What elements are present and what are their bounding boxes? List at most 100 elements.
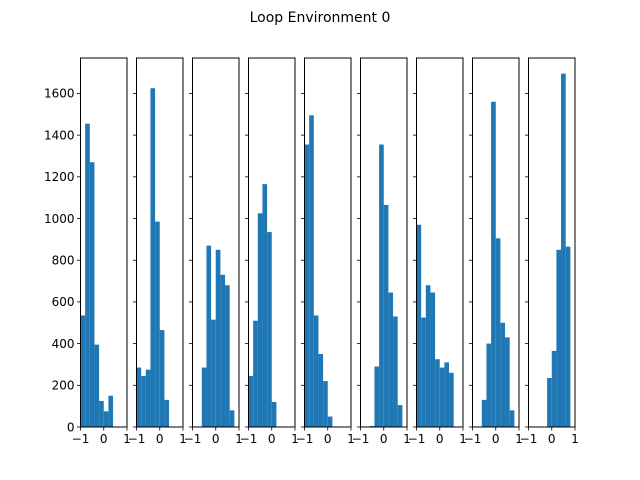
histogram-bar-8-5 bbox=[500, 322, 506, 427]
histogram-bar-4-5 bbox=[267, 232, 272, 427]
y-tick-label: 600 bbox=[52, 295, 75, 309]
y-tick-label: 1400 bbox=[44, 128, 75, 142]
histogram-bar-7-7 bbox=[444, 362, 450, 427]
x-tick-label: 1 bbox=[403, 432, 411, 446]
histogram-bar-4-1 bbox=[248, 375, 254, 427]
x-tick-label: 0 bbox=[268, 432, 276, 446]
histogram-bar-7-2 bbox=[421, 317, 426, 427]
x-tick-label: −1 bbox=[128, 432, 146, 446]
histogram-bar-5-6 bbox=[327, 416, 333, 427]
histogram-bar-6-2 bbox=[374, 366, 380, 427]
histogram-bar-7-8 bbox=[449, 372, 454, 427]
subplot-8: −1 0 1 bbox=[464, 57, 523, 446]
histogram-bar-6-4 bbox=[383, 204, 389, 427]
histogram-bar-4-6 bbox=[271, 401, 277, 427]
histogram-bar-8-1 bbox=[481, 399, 487, 427]
histogram-bar-8-2 bbox=[486, 343, 492, 427]
x-tick-label: 1 bbox=[291, 432, 299, 446]
histogram-bar-5-3 bbox=[313, 315, 319, 427]
histogram-bar-3-1 bbox=[201, 367, 207, 427]
x-tick-label: 1 bbox=[571, 432, 579, 446]
x-tick-label: −1 bbox=[72, 432, 90, 446]
histogram-bar-3-3 bbox=[211, 319, 216, 427]
histogram-bar-1-1 bbox=[80, 315, 86, 427]
x-tick-label: 0 bbox=[436, 432, 444, 446]
figure-title: Loop Environment 0 bbox=[250, 10, 391, 26]
x-tick-label: −1 bbox=[464, 432, 482, 446]
y-tick-label: 800 bbox=[52, 254, 75, 268]
y-tick-label: 1000 bbox=[44, 212, 75, 226]
subplot-5: −1 0 1 bbox=[296, 57, 355, 446]
histogram-bar-7-5 bbox=[435, 359, 440, 427]
y-tick-label: 200 bbox=[52, 379, 75, 393]
histogram-bar-2-1 bbox=[136, 367, 142, 427]
x-tick-label: −1 bbox=[184, 432, 202, 446]
histogram-bar-2-6 bbox=[159, 330, 165, 427]
subplot-2: −1 0 1 bbox=[128, 57, 187, 446]
histogram-bar-3-7 bbox=[229, 410, 235, 427]
histogram-bar-6-7 bbox=[397, 405, 403, 427]
histogram-bar-3-4 bbox=[215, 249, 221, 427]
y-tick-label: 0 bbox=[67, 420, 75, 434]
histogram-bar-6-5 bbox=[388, 292, 394, 427]
histogram-bar-4-3 bbox=[257, 213, 263, 427]
x-tick-label: 0 bbox=[212, 432, 220, 446]
histogram-bar-1-4 bbox=[94, 344, 100, 427]
histogram-bar-5-5 bbox=[323, 381, 328, 427]
histogram-bar-2-7 bbox=[164, 399, 170, 427]
histogram-bar-4-4 bbox=[262, 184, 268, 427]
subplot-6: −1 0 1 bbox=[352, 57, 411, 446]
subplot-4: −1 0 1 bbox=[240, 57, 299, 446]
histogram-bar-6-6 bbox=[393, 316, 398, 427]
histogram-bar-9-2 bbox=[551, 350, 557, 427]
subplot-9: −1 0 1 bbox=[520, 57, 579, 446]
x-tick-label: −1 bbox=[408, 432, 426, 446]
histogram-bar-5-1 bbox=[304, 144, 310, 427]
histogram-bar-8-7 bbox=[509, 410, 515, 427]
histogram-bar-3-6 bbox=[225, 285, 230, 427]
x-tick-label: 1 bbox=[459, 432, 467, 446]
histogram-bar-2-4 bbox=[150, 88, 156, 427]
x-tick-label: 0 bbox=[492, 432, 500, 446]
x-tick-label: −1 bbox=[240, 432, 258, 446]
x-tick-label: 0 bbox=[100, 432, 108, 446]
histogram-bar-3-2 bbox=[206, 245, 212, 427]
x-tick-label: 1 bbox=[179, 432, 187, 446]
subplot-3: −1 0 1 bbox=[184, 57, 243, 446]
histogram-bar-7-1 bbox=[416, 224, 422, 427]
histogram-bar-8-3 bbox=[491, 101, 496, 427]
histogram-bar-1-6 bbox=[103, 411, 109, 427]
histogram-bar-1-5 bbox=[99, 400, 104, 427]
x-tick-label: 1 bbox=[235, 432, 243, 446]
x-tick-label: 1 bbox=[515, 432, 523, 446]
x-tick-label: 0 bbox=[324, 432, 332, 446]
x-tick-label: 1 bbox=[347, 432, 355, 446]
histogram-bar-1-7 bbox=[108, 395, 114, 427]
histogram-bar-5-4 bbox=[318, 354, 324, 427]
histogram-bar-9-1 bbox=[547, 378, 552, 427]
histogram-bar-2-5 bbox=[155, 221, 160, 427]
y-tick-label: 1200 bbox=[44, 170, 75, 184]
histogram-bar-1-2 bbox=[85, 123, 90, 428]
x-tick-label: 0 bbox=[156, 432, 164, 446]
histogram-bar-7-6 bbox=[439, 367, 445, 427]
histogram-bar-1-3 bbox=[89, 162, 95, 428]
x-tick-label: −1 bbox=[520, 432, 538, 446]
histogram-bar-6-1 bbox=[369, 425, 375, 427]
x-tick-label: 0 bbox=[380, 432, 388, 446]
histogram-bar-7-4 bbox=[430, 292, 436, 427]
x-tick-label: 0 bbox=[548, 432, 556, 446]
histogram-bar-8-4 bbox=[495, 238, 501, 427]
histogram-bar-5-2 bbox=[309, 115, 314, 427]
histogram-bar-4-2 bbox=[253, 320, 258, 427]
histogram-bar-6-3 bbox=[379, 144, 384, 427]
x-tick-label: 1 bbox=[123, 432, 131, 446]
histogram-bar-8-6 bbox=[505, 337, 510, 427]
subplot-7: −1 0 1 bbox=[408, 57, 467, 446]
x-tick-label: −1 bbox=[352, 432, 370, 446]
histogram-bar-9-3 bbox=[556, 249, 562, 427]
histogram-bar-9-4 bbox=[561, 73, 566, 427]
